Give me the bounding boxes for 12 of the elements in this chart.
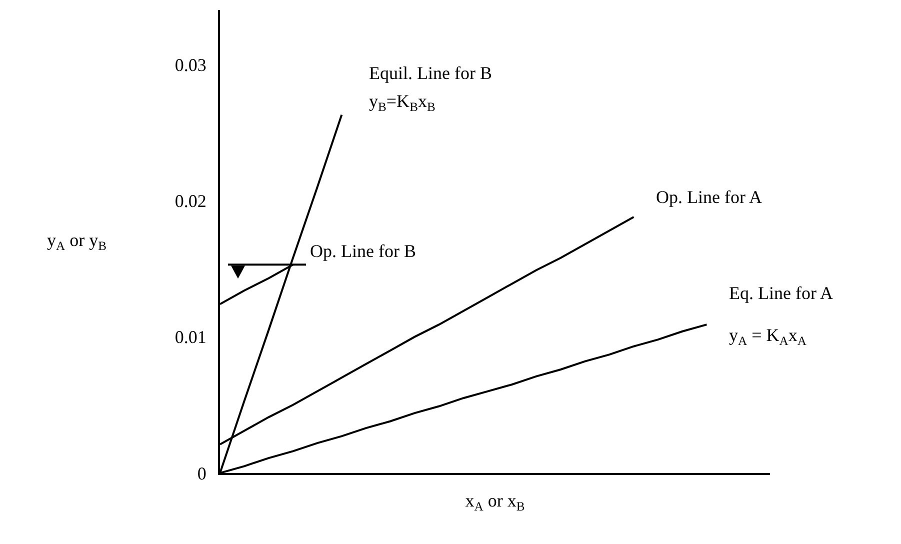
annotation: y$_{A}$ = K$_{A}$x$_{A}$ (729, 325, 806, 348)
y-tick-label: 0.01 (174, 327, 206, 348)
y-tick-label: 0 (197, 463, 206, 484)
series-label: Eq. Line for A (729, 283, 833, 303)
series-label: Op. Line for A (656, 187, 762, 207)
y-tick-label: 0.03 (174, 54, 206, 75)
y-axis-title: y$_{A}$ or y$_{B}$ (47, 230, 107, 253)
x-axis-title: x$_{A}$ or x$_{B}$ (465, 490, 525, 514)
text: Equil. Line for B (369, 63, 492, 83)
y-tick-label: 0.02 (174, 190, 206, 211)
series-label: Op. Line for B (310, 241, 416, 261)
annotation: y$_{B}$=K$_{B}$x$_{B}$ (369, 91, 436, 114)
